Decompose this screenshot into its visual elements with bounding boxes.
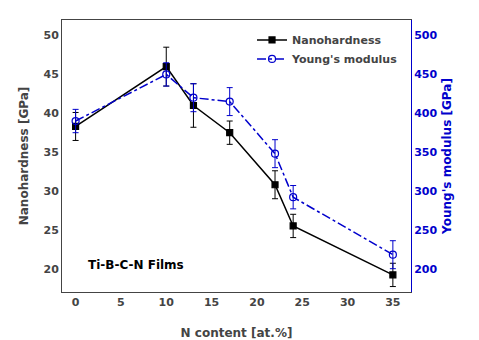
svg-text:25: 25 <box>295 296 310 309</box>
svg-text:200: 200 <box>414 263 437 276</box>
svg-text:400: 400 <box>414 107 437 120</box>
svg-text:Young's modulus [GPa]: Young's modulus [GPa] <box>440 78 454 235</box>
svg-text:40: 40 <box>43 107 59 120</box>
svg-text:350: 350 <box>414 146 437 159</box>
svg-text:35: 35 <box>385 296 400 309</box>
svg-text:50: 50 <box>43 29 59 42</box>
svg-text:35: 35 <box>43 146 58 159</box>
svg-text:450: 450 <box>414 68 437 81</box>
svg-text:25: 25 <box>43 224 58 237</box>
svg-text:30: 30 <box>43 185 59 198</box>
svg-text:500: 500 <box>414 29 437 42</box>
svg-text:Nanohardness [GPa]: Nanohardness [GPa] <box>17 87 31 226</box>
svg-text:250: 250 <box>414 224 437 237</box>
svg-text:Young's modulus: Young's modulus <box>291 53 397 66</box>
svg-text:10: 10 <box>159 296 175 309</box>
svg-text:5: 5 <box>117 296 125 309</box>
svg-text:30: 30 <box>340 296 356 309</box>
svg-text:N content [at.%]: N content [at.%] <box>181 326 293 340</box>
svg-text:Nanohardness: Nanohardness <box>292 34 381 47</box>
svg-text:300: 300 <box>414 185 437 198</box>
svg-text:15: 15 <box>204 296 219 309</box>
svg-text:Ti-B-C-N Films: Ti-B-C-N Films <box>88 258 184 272</box>
svg-text:20: 20 <box>249 296 265 309</box>
svg-text:45: 45 <box>43 68 58 81</box>
svg-text:20: 20 <box>43 263 59 276</box>
svg-text:0: 0 <box>72 296 80 309</box>
